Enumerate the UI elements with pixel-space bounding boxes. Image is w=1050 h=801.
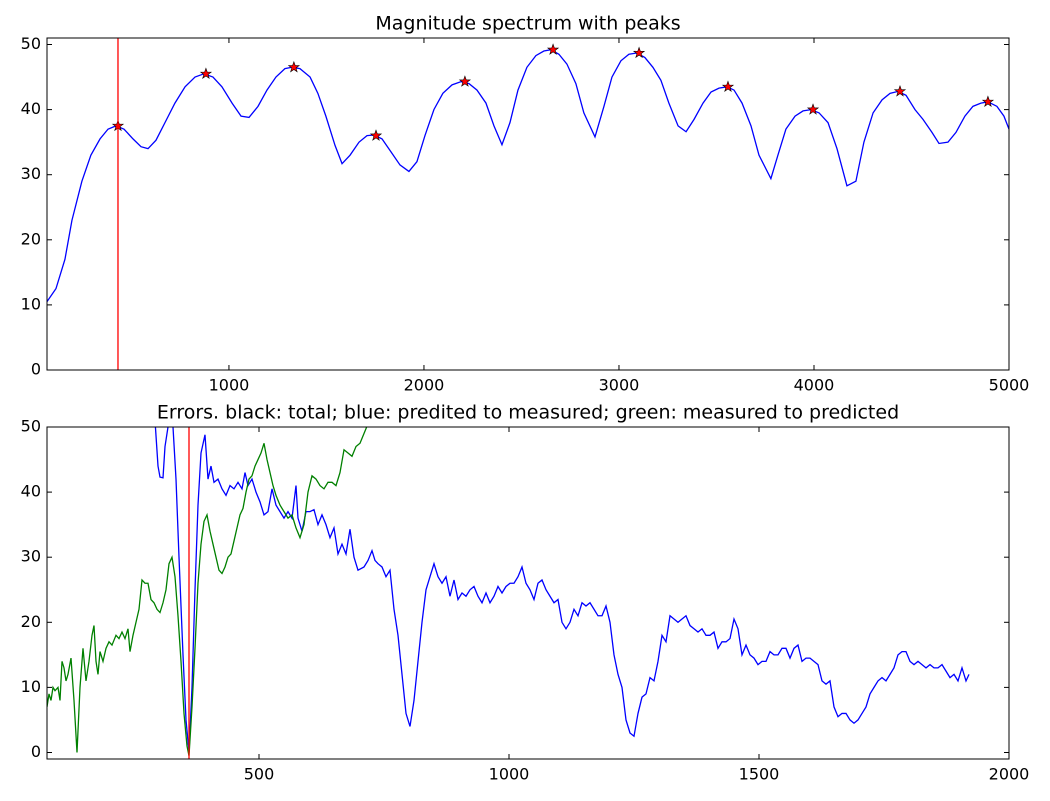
y-tick-label: 40 [21, 99, 41, 118]
peak-marker [546, 43, 560, 55]
y-tick-label: 0 [31, 742, 41, 761]
x-tick-label: 5000 [989, 376, 1030, 395]
y-tick-label: 40 [21, 482, 41, 501]
peak-marker [981, 95, 995, 107]
chart-title: Magnitude spectrum with peaks [375, 13, 680, 35]
x-tick-label: 2000 [989, 765, 1030, 784]
x-tick-label: 500 [244, 765, 275, 784]
chart-title: Errors. black: total; blue: predited to … [157, 402, 899, 424]
x-tick-label: 1000 [489, 765, 530, 784]
x-tick-label: 2000 [404, 376, 445, 395]
x-tick-label: 1000 [209, 376, 250, 395]
plot-area [47, 427, 970, 759]
plot-area [47, 38, 1009, 370]
peak-marker [806, 103, 820, 115]
y-tick-label: 50 [21, 34, 41, 53]
peak-marker [369, 129, 383, 141]
y-tick-label: 50 [21, 417, 41, 436]
x-tick-label: 1500 [739, 765, 780, 784]
y-tick-label: 30 [21, 164, 41, 183]
y-tick-label: 20 [21, 612, 41, 631]
peak-marker [199, 67, 213, 79]
y-tick-label: 10 [21, 294, 41, 313]
x-tick-label: 3000 [599, 376, 640, 395]
data-line [154, 427, 970, 753]
peak-marker [893, 84, 907, 97]
peak-marker [287, 60, 300, 73]
peak-marker [458, 75, 472, 87]
y-tick-label: 20 [21, 229, 41, 248]
axes-frame [46, 426, 1010, 760]
peak-marker [721, 80, 735, 93]
peak-marker [632, 46, 646, 59]
y-tick-label: 10 [21, 677, 41, 696]
y-tick-label: 0 [31, 360, 41, 379]
y-tick-label: 30 [21, 547, 41, 566]
axes-frame [46, 37, 1010, 371]
x-tick-label: 4000 [794, 376, 835, 395]
data-line [47, 49, 1009, 303]
